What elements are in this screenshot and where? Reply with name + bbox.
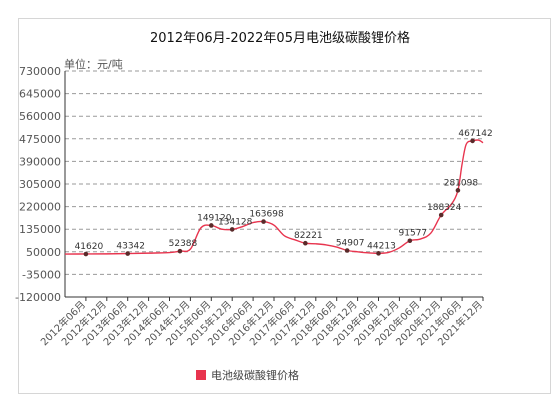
data-label: 467142 bbox=[458, 129, 492, 139]
y-tick-label: -120000 bbox=[15, 291, 61, 304]
data-label: 44213 bbox=[367, 241, 396, 251]
series-line bbox=[64, 139, 484, 255]
data-point bbox=[407, 238, 413, 244]
y-tick-label: 220000 bbox=[19, 201, 61, 214]
y-tick-label: 50000 bbox=[26, 246, 61, 259]
data-label: 281098 bbox=[444, 178, 479, 188]
data-point bbox=[344, 248, 350, 253]
legend-label: 电池级碳酸锂价格 bbox=[211, 368, 299, 382]
data-point bbox=[376, 251, 381, 256]
data-label: 52388 bbox=[169, 239, 198, 249]
data-point bbox=[470, 138, 475, 144]
data-label: 43342 bbox=[116, 242, 145, 252]
data-label: 163698 bbox=[249, 210, 284, 220]
y-tick-label: 560000 bbox=[19, 110, 61, 123]
legend: 电池级碳酸锂价格 bbox=[196, 368, 299, 382]
chart-title: 2012年06月-2022年05月电池级碳酸锂价格 bbox=[150, 30, 410, 46]
data-point bbox=[229, 227, 235, 232]
series-layer bbox=[64, 139, 484, 255]
y-tick-label: 645000 bbox=[19, 88, 61, 101]
data-point bbox=[438, 212, 444, 218]
x-tick-labels: 2012年06月2012年12月2013年06月2013年12月2014年06月… bbox=[38, 298, 485, 348]
unit-label: 单位：元/吨 bbox=[64, 57, 123, 71]
y-tick-labels: 730000 645000 560000 475000 390000 305000 2200… bbox=[15, 65, 61, 304]
y-tick-label: 475000 bbox=[19, 133, 61, 146]
data-label: 134128 bbox=[218, 217, 253, 227]
data-point bbox=[455, 188, 461, 193]
y-tick-label: -35000 bbox=[22, 268, 61, 281]
data-label: 91577 bbox=[399, 229, 428, 239]
data-point bbox=[209, 223, 214, 228]
chart-frame bbox=[18, 18, 551, 394]
data-point bbox=[177, 248, 183, 254]
data-label: 82221 bbox=[294, 231, 323, 241]
y-tick-label: 390000 bbox=[19, 155, 61, 168]
data-label: 41620 bbox=[75, 242, 104, 252]
data-label: 54907 bbox=[336, 238, 365, 248]
data-label: 188324 bbox=[427, 203, 462, 213]
data-point bbox=[125, 251, 130, 256]
data-point bbox=[261, 219, 266, 224]
axes bbox=[64, 71, 484, 301]
y-tick-label: 730000 bbox=[19, 65, 61, 78]
data-label: 149120 bbox=[197, 213, 232, 223]
data-point bbox=[83, 251, 89, 257]
y-tick-label: 135000 bbox=[19, 223, 61, 236]
y-tick-label: 305000 bbox=[19, 178, 61, 191]
data-point bbox=[303, 240, 308, 246]
legend-swatch bbox=[196, 370, 206, 380]
